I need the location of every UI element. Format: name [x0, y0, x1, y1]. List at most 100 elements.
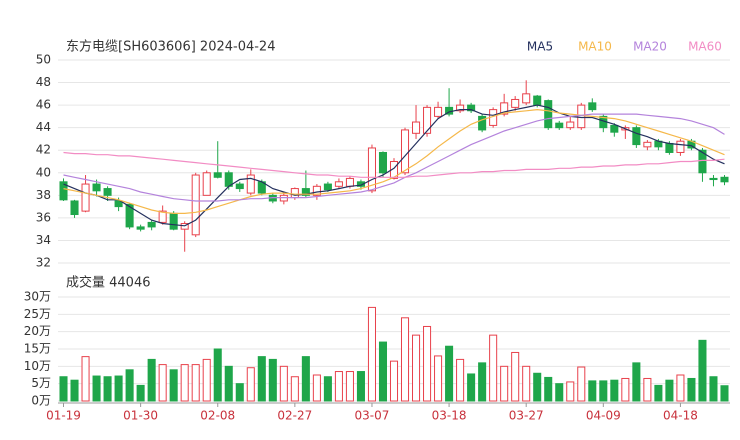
y-tick-label: 0万	[31, 394, 51, 408]
candle-body	[610, 124, 619, 133]
volume-bar	[654, 384, 663, 402]
volume-bar	[588, 380, 597, 402]
candle-body	[70, 200, 79, 216]
volume-bar	[511, 351, 520, 402]
volume-bar	[59, 376, 68, 402]
x-tick-label: 02-27	[277, 409, 312, 423]
volume-bar	[632, 362, 641, 402]
volume-bar	[147, 358, 156, 402]
volume-bar	[235, 383, 244, 402]
candle-body	[246, 174, 255, 194]
volume-bar	[114, 375, 123, 402]
x-tick-label: 03-07	[355, 409, 390, 423]
candle-body	[213, 172, 222, 178]
candle-body	[235, 183, 244, 190]
candle-body	[665, 142, 674, 153]
volume-bar	[698, 339, 707, 402]
volume-bar	[478, 362, 487, 402]
volume-bar	[103, 376, 112, 402]
volume-bar	[665, 379, 674, 402]
volume-bar	[720, 385, 729, 402]
y-tick-label: 34	[36, 233, 51, 247]
volume-bar	[312, 374, 321, 402]
y-tick-label: 20万	[24, 324, 51, 338]
ma-line	[63, 104, 725, 227]
volume-bar	[676, 374, 685, 402]
y-tick-label: 50	[36, 53, 51, 67]
candle-body	[500, 102, 509, 115]
x-tick-label: 04-09	[586, 409, 621, 423]
ma-line	[63, 113, 725, 202]
candle-body	[643, 141, 652, 148]
y-tick-label: 5万	[31, 376, 51, 390]
volume-bar	[224, 365, 233, 402]
candle-body	[378, 151, 388, 174]
candle-body	[367, 147, 376, 192]
volume-bar	[257, 356, 266, 402]
candle-body	[59, 181, 68, 201]
x-tick-label: 01-19	[46, 409, 81, 423]
x-tick-label: 03-27	[509, 409, 544, 423]
candle-body	[566, 121, 575, 129]
volume-bar	[643, 377, 652, 402]
volume-bar	[423, 325, 432, 402]
candle-body	[698, 149, 707, 174]
y-tick-label: 15万	[24, 342, 51, 356]
volume-bar	[621, 377, 630, 402]
volume-bar	[81, 356, 90, 402]
volume-bar	[279, 365, 288, 402]
volume-bar	[522, 365, 531, 402]
volume-bar	[202, 358, 211, 402]
volume-bar	[610, 379, 619, 402]
volume-bar	[555, 383, 564, 402]
candle-body	[301, 188, 310, 196]
volume-bar	[158, 364, 167, 402]
y-tick-label: 25万	[24, 307, 51, 321]
x-tick-label: 03-18	[432, 409, 467, 423]
ma-line	[63, 151, 725, 178]
volume-bar	[213, 348, 222, 402]
candle-body	[423, 106, 432, 134]
y-tick-label: 10万	[24, 359, 51, 373]
volume-bar	[191, 364, 200, 402]
y-tick-label: 38	[36, 188, 51, 202]
candle-body	[412, 121, 421, 134]
candle-body	[588, 102, 597, 111]
candle-body	[577, 104, 586, 129]
volume-bar	[566, 381, 575, 402]
candle-body	[720, 176, 729, 183]
y-tick-label: 32	[36, 256, 51, 270]
volume-bar	[544, 376, 553, 402]
volume-bar	[456, 358, 465, 402]
volume-bar	[412, 334, 421, 402]
legend-entry: MA5	[527, 40, 553, 54]
candle-body	[92, 183, 101, 192]
volume-bar	[434, 355, 443, 402]
volume-bar	[489, 334, 498, 402]
y-tick-label: 42	[36, 143, 51, 157]
volume-bar	[367, 306, 376, 402]
candle-body	[400, 129, 410, 174]
volume-bar	[70, 379, 79, 402]
y-tick-label: 30万	[24, 290, 51, 304]
volume-bar	[180, 364, 189, 402]
x-tick-label: 01-30	[123, 409, 158, 423]
x-tick-label: 02-08	[200, 409, 235, 423]
legend-entry: MA60	[688, 40, 722, 54]
volume-bar	[533, 372, 542, 402]
volume-bar	[400, 317, 410, 402]
candle-body	[290, 188, 299, 199]
candle-body	[555, 122, 564, 129]
candle-body	[533, 95, 542, 106]
candle-body	[709, 177, 718, 181]
volume-bar	[125, 369, 134, 402]
candle-body	[345, 177, 354, 187]
volume-bar	[246, 367, 255, 402]
volume-bar	[268, 358, 277, 402]
candle-body	[467, 104, 476, 112]
candle-body	[632, 127, 641, 146]
candle-body	[202, 172, 211, 196]
candle-body	[191, 174, 200, 236]
y-tick-label: 40	[36, 165, 51, 179]
